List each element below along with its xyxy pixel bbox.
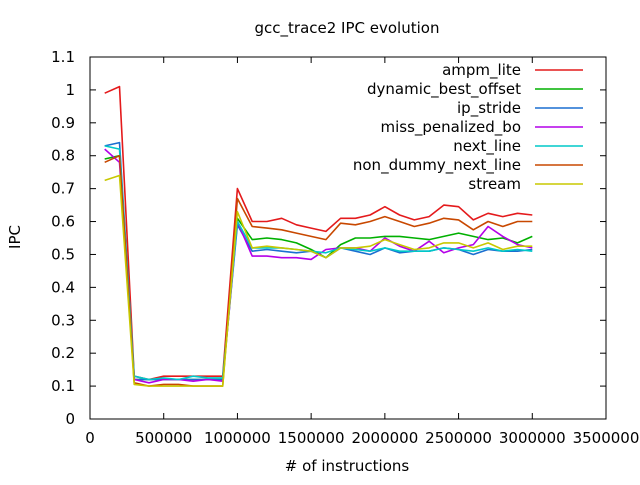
axes-layer: 0 0.1 0.2 0.3 0.4 0.5 0.6 0.7 0.8 0.9 1 1.1 0 500000 1…: [51, 48, 639, 447]
y-tick-label: 0.2: [51, 344, 75, 362]
y-tick-label: 0.1: [51, 377, 75, 395]
legend-label: non_dummy_next_line: [353, 156, 521, 175]
y-tick-label: 0.3: [51, 311, 75, 329]
legend-label: stream: [468, 175, 521, 193]
legend-label: next_line: [453, 137, 521, 156]
x-tick-label: 1500000: [278, 429, 345, 447]
y-tick-label: 0.8: [51, 147, 75, 165]
y-tick-label: 1.1: [51, 48, 75, 66]
x-tick-label: 1000000: [204, 429, 271, 447]
x-tick-label: 500000: [135, 429, 192, 447]
x-tick-label: 2000000: [351, 429, 418, 447]
x-tick-label: 2500000: [425, 429, 492, 447]
legend-label: ip_stride: [457, 99, 521, 118]
y-tick-label: 0.4: [51, 278, 75, 296]
series-layer: [104, 85, 533, 387]
series-line-next-line: [104, 145, 533, 381]
y-tick-label: 1: [65, 81, 75, 99]
x-tick-label: 0: [85, 429, 95, 447]
y-tick-label: 0.7: [51, 180, 75, 198]
series-line-non-dummy-next-line: [104, 154, 533, 387]
x-axis-label: # of instructions: [285, 457, 410, 475]
series-line-ampm-lite: [104, 85, 533, 381]
legend-label: dynamic_best_offset: [367, 80, 521, 99]
x-tick-label: 3500000: [573, 429, 640, 447]
y-axis-label: IPC: [6, 225, 24, 249]
y-tick-label: 0.6: [51, 213, 75, 231]
x-tick-label: 3000000: [499, 429, 566, 447]
legend-label: miss_penalized_bo: [380, 118, 521, 137]
y-tick-label: 0.9: [51, 114, 75, 132]
legend-label: ampm_lite: [442, 61, 521, 80]
y-tick-label: 0.5: [51, 245, 75, 263]
chart-title: gcc_trace2 IPC evolution: [255, 19, 440, 38]
plot-frame: [89, 56, 607, 420]
legend: ampm_litedynamic_best_offsetip_stridemis…: [353, 61, 583, 193]
y-tick-label: 0: [65, 410, 75, 428]
series-line-stream: [104, 174, 533, 387]
